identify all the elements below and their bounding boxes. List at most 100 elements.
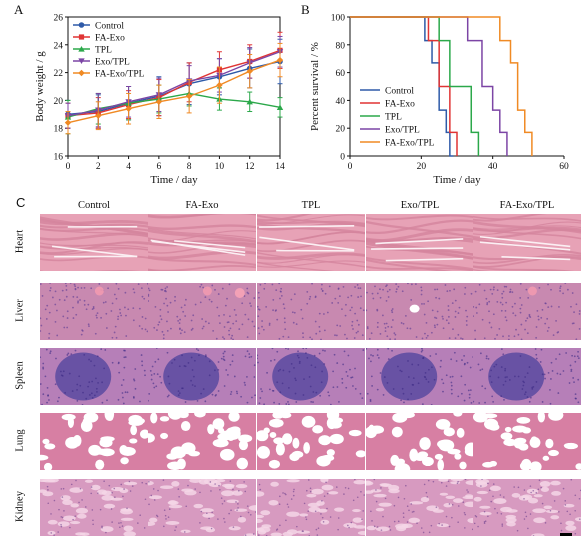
nucleus [259, 488, 262, 491]
nucleus [137, 283, 140, 285]
nucleus [323, 495, 326, 497]
nucleus [306, 302, 309, 305]
nucleus [132, 307, 135, 310]
cell [123, 366, 126, 369]
tubule [500, 506, 513, 513]
nucleus [57, 531, 59, 533]
tubule [475, 479, 490, 485]
nucleus [386, 335, 389, 338]
nucleus [538, 479, 541, 482]
nucleus [538, 286, 541, 289]
cell [268, 388, 271, 391]
nucleus [218, 314, 220, 317]
tubule [526, 488, 539, 495]
nucleus [307, 510, 310, 512]
nucleus [441, 315, 444, 318]
nucleus [50, 513, 52, 515]
alveolus [292, 437, 300, 449]
nucleus [492, 313, 495, 316]
nucleus [114, 496, 116, 498]
cell [312, 391, 315, 393]
cell [66, 354, 69, 356]
nucleus [423, 313, 426, 316]
nucleus [104, 301, 107, 303]
cell [455, 360, 458, 362]
nucleus [501, 525, 504, 527]
cell [64, 391, 67, 394]
nucleus [210, 527, 213, 530]
cell [450, 392, 453, 395]
nucleus [206, 512, 208, 515]
cell [140, 354, 143, 356]
nucleus [132, 288, 135, 291]
cell [95, 377, 97, 380]
cell [387, 348, 390, 350]
cell [327, 391, 330, 394]
tissue-image-kidney [40, 479, 148, 536]
cell [477, 363, 480, 366]
nucleus [223, 313, 225, 316]
tubule [563, 503, 575, 508]
nucleus [83, 287, 86, 289]
row-label: Heart [14, 229, 26, 253]
nucleus [46, 304, 49, 307]
nucleus [302, 336, 305, 339]
nucleus [394, 333, 397, 336]
nucleus [148, 300, 150, 302]
nucleus [232, 338, 234, 340]
nucleus [389, 529, 392, 531]
nucleus [324, 292, 327, 295]
nucleus [447, 322, 450, 325]
nucleus [466, 315, 469, 318]
nucleus [454, 310, 457, 313]
cell [204, 355, 207, 358]
tubule [231, 490, 243, 496]
cell [428, 368, 430, 371]
cell [421, 348, 423, 350]
nucleus [113, 293, 116, 296]
nucleus [164, 514, 167, 517]
cell [387, 358, 390, 360]
cell [431, 366, 433, 369]
legend-label: TPL [95, 46, 112, 56]
nucleus [547, 283, 549, 286]
nucleus [87, 303, 90, 306]
nucleus [564, 283, 567, 285]
tubule [60, 495, 71, 501]
tissue-image-lung [366, 413, 474, 470]
nucleus [475, 515, 478, 518]
nucleus [220, 497, 223, 499]
tubule [370, 489, 382, 493]
nucleus [182, 310, 185, 313]
nucleus [179, 328, 181, 331]
cell [333, 353, 336, 356]
nucleus [421, 337, 424, 340]
nucleus [144, 317, 147, 320]
nucleus [47, 489, 49, 491]
nucleus [420, 289, 423, 292]
nucleus [434, 288, 436, 291]
nucleus [345, 303, 347, 306]
nucleus [326, 507, 328, 510]
alveolus [178, 413, 189, 419]
tubule [257, 514, 265, 519]
nucleus [190, 329, 193, 331]
legend-label: Exo/TPL [385, 126, 420, 136]
nucleus [368, 337, 371, 340]
nucleus [335, 486, 338, 488]
cell [225, 369, 228, 371]
panel-b-letter: B [301, 2, 310, 17]
nucleus [445, 485, 448, 487]
nucleus [502, 290, 505, 293]
nucleus [77, 300, 79, 303]
fiber-gap [385, 257, 464, 262]
nucleus [385, 299, 388, 302]
nucleus [72, 317, 75, 319]
nucleus [499, 301, 502, 304]
nucleus [337, 517, 340, 519]
alveolus [443, 427, 455, 437]
cell [504, 376, 507, 379]
cell [493, 365, 496, 368]
cell [497, 376, 500, 379]
cell [295, 379, 297, 382]
